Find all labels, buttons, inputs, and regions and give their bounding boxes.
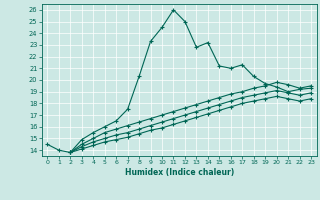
X-axis label: Humidex (Indice chaleur): Humidex (Indice chaleur) — [124, 168, 234, 177]
